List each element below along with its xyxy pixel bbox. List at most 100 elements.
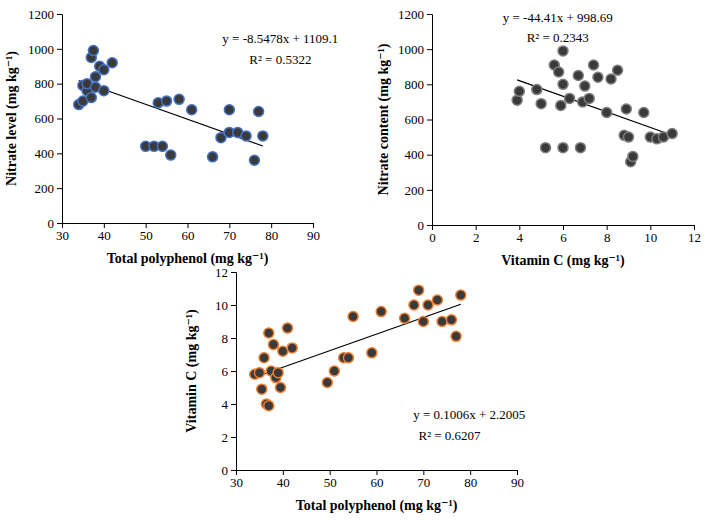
- axis-line: [57, 15, 63, 224]
- tick: 90: [511, 470, 524, 490]
- x-axis: 30 40 50 60 70 80 90: [230, 470, 524, 490]
- plot-area: [74, 46, 268, 166]
- data-point: [157, 141, 167, 151]
- tick-label: 6: [222, 364, 229, 379]
- tick-mark: [427, 14, 432, 15]
- data-point: [322, 378, 332, 388]
- data-point: [573, 71, 583, 81]
- tick-label: 0: [48, 216, 55, 231]
- tick-label: 60: [182, 228, 195, 243]
- trendline: [517, 80, 672, 135]
- tick-mark: [57, 188, 62, 189]
- tick: 8: [604, 225, 611, 245]
- tick-mark: [427, 190, 432, 191]
- tick-label: 200: [405, 182, 425, 197]
- tick: 8: [222, 331, 237, 346]
- data-point: [432, 295, 442, 305]
- data-point: [249, 155, 259, 165]
- tick-mark: [57, 119, 62, 120]
- data-point: [329, 366, 339, 376]
- data-point: [348, 312, 358, 322]
- tick: 12: [688, 225, 701, 245]
- data-point: [606, 74, 616, 84]
- tick-mark: [231, 470, 236, 471]
- data-point: [589, 60, 599, 70]
- tick-label: 90: [307, 228, 320, 243]
- x-axis: 30405060708090: [56, 223, 320, 243]
- data-point: [400, 313, 410, 323]
- data-point: [532, 85, 542, 95]
- data-point: [558, 46, 568, 56]
- data-point: [224, 105, 234, 115]
- tick: 60: [371, 470, 384, 490]
- data-point: [268, 340, 278, 350]
- data-point: [99, 65, 109, 75]
- trendline: [255, 304, 461, 377]
- x-axis-title: Total polyphenol (mg kg⁻¹): [107, 251, 269, 267]
- y-axis-title: Nitrate level (mg kg⁻¹): [4, 51, 20, 186]
- plot-area: [250, 285, 466, 411]
- tick-label: 80: [464, 475, 477, 490]
- tick-label: 8: [604, 230, 611, 245]
- data-point: [624, 132, 634, 142]
- tick-label: 30: [230, 475, 243, 490]
- data-point: [257, 384, 267, 394]
- tick: 60: [182, 223, 195, 243]
- tick: 200: [405, 182, 433, 197]
- data-point: [174, 94, 184, 104]
- tick-label: 400: [35, 146, 55, 161]
- tick: 2: [222, 430, 237, 445]
- x-axis-title: Vitamin C (mg kg⁻¹): [501, 253, 625, 269]
- data-point: [514, 86, 524, 96]
- tick: 600: [35, 111, 63, 126]
- tick-label: 50: [324, 475, 337, 490]
- axis-line: [231, 273, 237, 471]
- tick-mark: [231, 272, 236, 273]
- data-point: [456, 290, 466, 300]
- tick: 0: [222, 463, 237, 478]
- tick-mark: [231, 338, 236, 339]
- tick-mark: [231, 404, 236, 405]
- trendline: [79, 80, 263, 146]
- tick: 12: [215, 265, 236, 280]
- data-point: [409, 300, 419, 310]
- tick: 50: [140, 223, 153, 243]
- data-point: [187, 105, 197, 115]
- tick: 10: [644, 225, 657, 245]
- data-point: [259, 353, 269, 363]
- tick: 70: [417, 470, 430, 490]
- data-point: [418, 317, 428, 327]
- data-point: [536, 99, 546, 109]
- tick-label: 12: [688, 230, 701, 245]
- tick: 0: [48, 216, 63, 231]
- tick-label: 0: [222, 463, 229, 478]
- tick: 40: [277, 470, 290, 490]
- tick-mark: [427, 155, 432, 156]
- y-axis: 020040060080010001200: [28, 7, 63, 231]
- tick-mark: [57, 49, 62, 50]
- scatter-panel: 30405060708090024681012Total polyphenol …: [184, 265, 525, 514]
- tick-label: 4: [222, 397, 229, 412]
- tick: 30: [56, 223, 69, 243]
- data-point: [264, 328, 274, 338]
- tick-label: 40: [277, 475, 290, 490]
- tick: 80: [464, 470, 477, 490]
- tick: 4: [222, 397, 237, 412]
- data-point: [556, 100, 566, 110]
- tick: 1200: [398, 7, 432, 22]
- tick: 400: [35, 146, 63, 161]
- tick-label: 1200: [398, 7, 424, 22]
- data-point: [414, 285, 424, 295]
- data-point: [278, 346, 288, 356]
- tick-label: 10: [644, 230, 657, 245]
- tick-mark: [231, 305, 236, 306]
- tick-label: 40: [98, 228, 111, 243]
- tick-mark: [427, 49, 432, 50]
- tick: 2: [473, 225, 480, 245]
- tick: 1200: [28, 7, 62, 22]
- data-point: [558, 79, 568, 89]
- data-point: [275, 383, 285, 393]
- tick: 0: [429, 225, 436, 245]
- data-point: [575, 143, 585, 153]
- data-point: [86, 93, 96, 103]
